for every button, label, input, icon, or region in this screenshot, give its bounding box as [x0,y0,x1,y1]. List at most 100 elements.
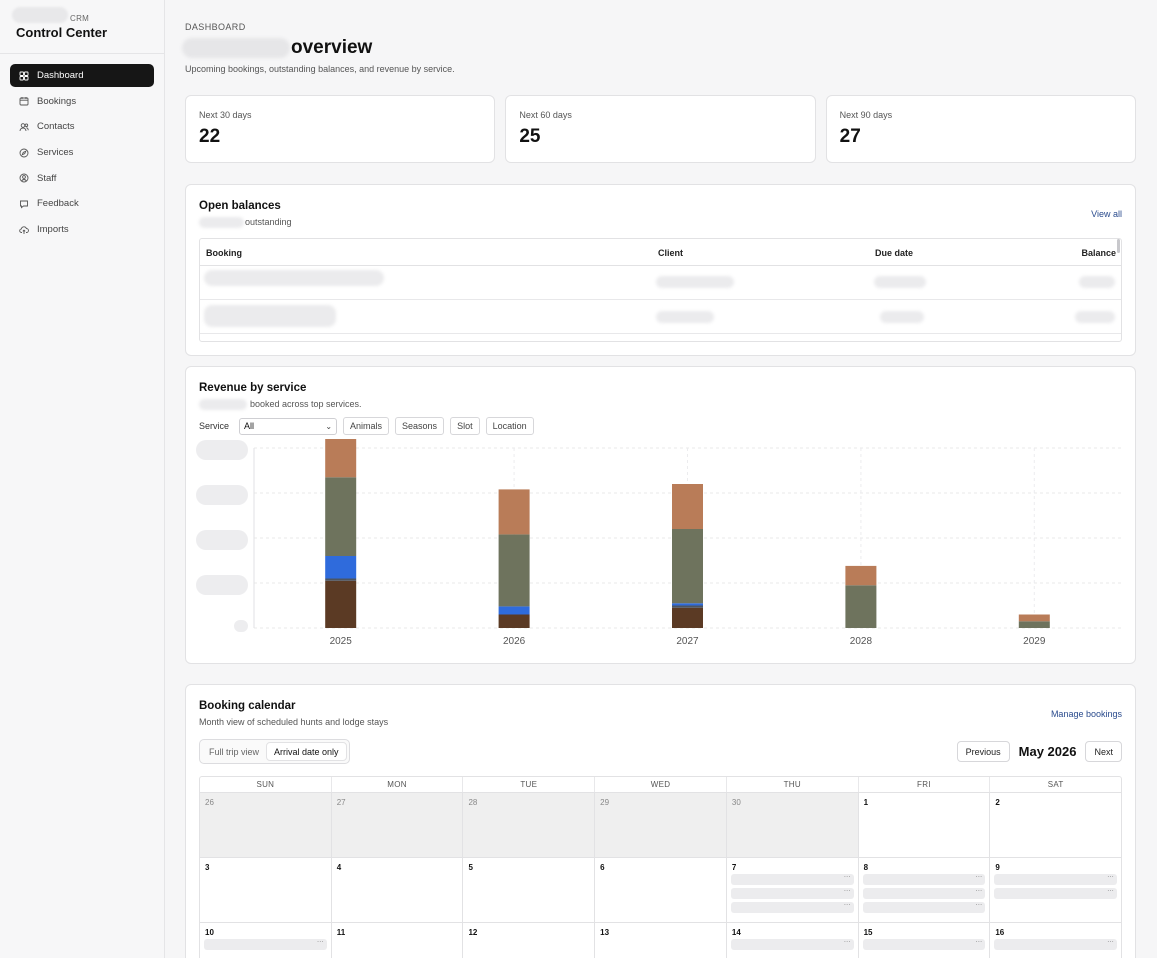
calendar-event[interactable]: … [204,937,327,950]
next-month-button[interactable]: Next [1085,741,1122,762]
table-row[interactable] [200,300,1121,334]
redacted-client [656,276,734,288]
bar-segment[interactable] [672,484,703,529]
calendar-day[interactable]: 27 [331,793,464,857]
table-scrollbar[interactable] [1117,239,1120,253]
bar-segment[interactable] [325,439,357,478]
calendar-day[interactable]: 13 [595,923,727,958]
calendar-day[interactable]: 5 [463,858,596,922]
col-due-date[interactable]: Due date [875,248,914,258]
redacted-due-date [874,276,926,288]
bar-segment[interactable] [1018,621,1050,628]
calendar-event[interactable]: … [862,886,986,899]
calendar-event[interactable]: … [730,872,854,885]
calendar-day[interactable]: 15… [858,923,991,958]
calendar-event[interactable]: … [862,900,986,913]
col-booking[interactable]: Booking [206,248,242,258]
open-balances-subtitle: outstanding [245,217,292,227]
bar-segment[interactable] [672,607,703,628]
table-row[interactable] [200,266,1121,300]
sidebar-item-imports[interactable]: Imports [10,218,154,241]
calendar-event[interactable]: … [730,900,854,913]
calendar-day[interactable]: 3 [200,858,332,922]
calendar-day[interactable]: 6 [595,858,727,922]
previous-month-button[interactable]: Previous [956,741,1010,762]
bar-segment[interactable] [325,477,357,556]
calendar-day[interactable]: 14 … [726,923,859,958]
full-trip-view-tab[interactable]: Full trip view [209,746,260,757]
sidebar-item-staff[interactable]: Staff [10,167,154,190]
more-icon: … [843,937,851,944]
stat-card-30: Next 30 days 22 [185,95,496,163]
calendar-day[interactable]: 11 [331,923,464,958]
y-tick-label-redacted [196,530,248,550]
bar-segment[interactable] [325,556,357,579]
weekday-label: THU [727,777,859,792]
calendar-subtitle: Month view of scheduled hunts and lodge … [199,717,389,727]
arrival-date-only-tab[interactable]: Arrival date only [266,742,347,761]
bar-segment[interactable] [498,489,530,535]
sidebar-item-feedback[interactable]: Feedback [10,192,154,215]
seasons-button[interactable]: Seasons [395,417,445,435]
calendar-day[interactable]: 7……… [726,858,859,922]
calendar-day[interactable]: 8……… [858,858,991,922]
brand-logo-redacted [12,7,68,23]
bar-segment[interactable] [672,529,703,604]
bar-segment[interactable] [845,585,877,628]
calendar-day[interactable]: 1 [858,793,991,857]
calendar-event[interactable]: … [730,886,854,899]
calendar-day[interactable]: 10… [200,923,332,958]
sidebar-item-label: Services [37,147,74,159]
sidebar-item-label: Contacts [37,121,75,133]
calendar-day[interactable]: 26 [200,793,332,857]
view-all-link[interactable]: View all [1091,209,1122,219]
calendar-day[interactable]: 9…… [990,858,1121,922]
day-number: 3 [205,863,210,872]
calendar-day[interactable]: 12 [463,923,596,958]
manage-bookings-link[interactable]: Manage bookings [1050,709,1122,719]
day-number: 27 [336,798,346,807]
bar-segment[interactable] [672,603,703,606]
more-icon: … [843,886,851,893]
calendar-event[interactable]: … [862,872,986,885]
bar-segment[interactable] [1018,614,1050,622]
day-number: 10 [205,928,214,937]
more-icon: … [975,900,983,907]
bar-segment[interactable] [498,614,530,629]
sidebar-item-dashboard[interactable]: Dashboard [10,64,154,87]
sidebar-item-bookings[interactable]: Bookings [10,90,154,113]
calendar-day[interactable]: 29 [595,793,727,857]
calendar-event[interactable]: … [994,937,1118,950]
sidebar-item-contacts[interactable]: Contacts [10,115,154,138]
booking-calendar-card: Booking calendar Month view of scheduled… [185,684,1136,958]
calendar-day[interactable]: 30 [726,793,859,857]
bar-segment[interactable] [845,565,877,586]
calendar-event[interactable]: … [994,872,1118,885]
calendar-event[interactable]: … [994,886,1118,899]
calendar-day[interactable]: 2 [990,793,1121,857]
animals-button[interactable]: Animals [343,417,390,435]
day-number: 14 [731,928,741,937]
bar-segment[interactable] [325,580,357,628]
calendar-event[interactable]: … [862,937,986,950]
bar-segment[interactable] [672,605,703,608]
bar-segment[interactable] [498,534,530,607]
sidebar-item-label: Imports [37,224,69,236]
sidebar-item-services[interactable]: Services [10,141,154,164]
col-client[interactable]: Client [658,248,684,258]
table-header: Booking Client Due date Balance [200,239,1121,266]
service-select[interactable]: All ⌄ [239,417,338,435]
calendar-event[interactable]: … [730,937,854,950]
col-balance[interactable]: Balance [1081,248,1116,258]
calendar-day[interactable]: 16… [990,923,1121,958]
slot-button[interactable]: Slot [450,417,480,435]
sidebar-item-label: Feedback [37,198,79,210]
bar-segment[interactable] [498,606,530,615]
location-button[interactable]: Location [485,417,534,435]
redacted-due-date [880,311,924,323]
compass-icon [19,148,29,158]
bar-segment[interactable] [325,578,357,581]
calendar-day[interactable]: 28 [463,793,596,857]
calendar-day[interactable]: 4 [331,858,464,922]
more-icon: … [975,937,983,944]
